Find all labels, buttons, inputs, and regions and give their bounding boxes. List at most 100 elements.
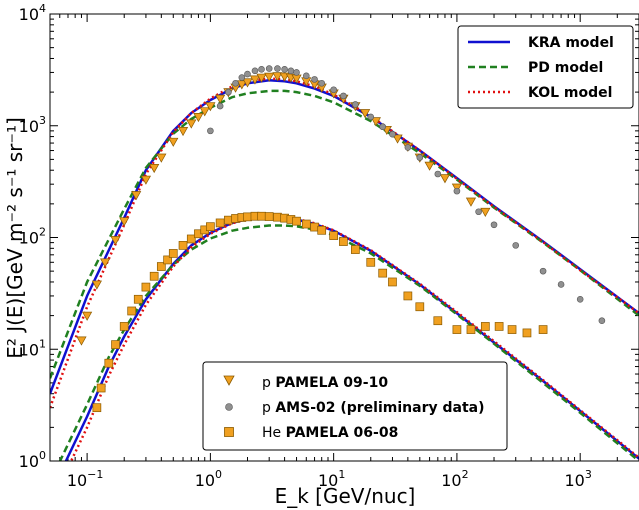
data-point-ams02 (251, 67, 259, 75)
data-point-pamela-he (366, 257, 376, 267)
data-point-pamela-p (249, 75, 261, 85)
legend-label-pamela-he: He PAMELA 06-08 (262, 425, 398, 441)
data-point-ams02 (330, 86, 337, 94)
data-point-ams02 (232, 79, 239, 87)
data-point-ams02 (207, 127, 214, 135)
data-point-pamela-p (149, 164, 160, 174)
data-point-pamela-he (317, 225, 327, 235)
data-point-ams02 (265, 65, 273, 72)
data-point-ams02 (302, 72, 310, 80)
model-legend: KRA model PD model KOL model (457, 25, 634, 109)
data-point-pamela-p (242, 78, 253, 88)
data-point-pamela-he (104, 358, 114, 368)
data-point-pamela-p (370, 117, 381, 127)
data-point-pamela-he (378, 268, 388, 278)
data-point-pamela-he (292, 216, 301, 226)
data-point-ams02 (367, 113, 375, 121)
legend-label-ams02: p AMS-02 (preliminary data) (262, 400, 485, 416)
data-point-pamela-he (127, 306, 137, 316)
legend-label-kol: KOL model (528, 85, 612, 101)
points-layer (76, 65, 606, 413)
data-point-pamela-p (177, 127, 189, 137)
x-tick-label: 10−1 (67, 468, 104, 490)
legend-label-pamela-p: p PAMELA 09-10 (262, 375, 388, 391)
data-point-pamela-he (301, 219, 311, 229)
data-point-ams02 (416, 154, 424, 161)
x-tick-label: 103 (565, 468, 592, 490)
data-point-ams02 (238, 74, 246, 81)
data-point-pamela-he (403, 291, 413, 301)
data-point-pamela-p (91, 280, 102, 290)
data-point-ams02 (404, 144, 412, 151)
data-point-ams02 (352, 101, 359, 108)
data-point-pamela-he (119, 322, 129, 331)
data-point-ams02 (379, 123, 387, 131)
data-point-ams02 (318, 79, 326, 87)
data-point-ams02 (598, 317, 606, 325)
data-legend: p PAMELA 09-10 p AMS-02 (preliminary dat… (202, 361, 508, 451)
data-point-ams02 (453, 187, 461, 195)
y-tick-label: 104 (19, 2, 46, 24)
data-point-pamela-he (243, 212, 252, 222)
legend-label-pd: PD model (528, 60, 603, 76)
data-point-ams02 (216, 102, 224, 110)
data-point-ams02 (244, 70, 251, 78)
data-point-pamela-p (119, 217, 130, 227)
data-point-pamela-he (257, 211, 266, 221)
data-point-pamela-he (111, 340, 120, 349)
data-point-pamela-he (415, 302, 425, 312)
data-point-ams02 (576, 295, 584, 303)
x-tick-label: 101 (318, 468, 345, 490)
x-tick-label: 102 (441, 468, 468, 490)
data-legend-box (202, 361, 508, 451)
data-point-pamela-he (494, 322, 504, 331)
data-point-pamela-he (186, 234, 196, 244)
data-point-pamela-p (168, 137, 179, 147)
data-point-pamela-he (264, 212, 274, 221)
data-point-ams02 (557, 281, 565, 288)
major-ticks (50, 13, 639, 462)
data-point-pamela-p (193, 113, 204, 123)
data-point-ams02 (311, 76, 318, 83)
data-point-pamela-p (272, 72, 283, 82)
data-point-pamela-he (149, 271, 159, 281)
data-point-pamela-he (466, 325, 476, 334)
data-point-pamela-he (329, 231, 338, 240)
data-point-ams02 (274, 65, 281, 72)
y-tick-label: 100 (19, 449, 46, 471)
data-point-pamela-he (163, 255, 172, 265)
data-point-ams02 (225, 88, 232, 96)
data-point-pamela-p (424, 161, 435, 171)
data-point-pamela-he (215, 218, 225, 228)
data-point-pamela-p (392, 134, 403, 144)
data-point-ams02 (389, 130, 396, 138)
data-point-ams02 (281, 65, 288, 73)
y-tick-label: 101 (19, 337, 46, 359)
data-point-pamela-p (439, 174, 451, 184)
minor-ticks (49, 14, 639, 461)
data-point-pamela-he (339, 237, 348, 246)
data-point-pamela-he (141, 282, 151, 292)
data-point-pamela-he (92, 403, 102, 413)
data-point-pamela-he (388, 277, 397, 287)
data-point-pamela-he (433, 316, 443, 326)
data-point-pamela-p (264, 72, 275, 82)
y-axis-label: E² J(E)[GeV m⁻² s⁻¹ sr⁻¹] (3, 117, 27, 359)
data-point-pamela-p (82, 311, 93, 321)
y-tick-label: 103 (19, 114, 46, 136)
data-point-pamela-p (256, 73, 267, 83)
data-point-pamela-p (205, 102, 216, 112)
data-point-pamela-he (538, 325, 548, 334)
data-point-pamela-p (186, 119, 197, 129)
x-tick-labels: 10−1 100 101 102 103 (67, 468, 592, 490)
data-point-pamela-he (96, 383, 106, 393)
legend-label-kra: KRA model (528, 35, 614, 51)
data-point-pamela-he (133, 294, 143, 304)
x-tick-label: 100 (195, 468, 222, 490)
data-point-pamela-p (110, 236, 121, 246)
data-point-pamela-he (156, 262, 166, 271)
data-point-pamela-p (215, 94, 226, 104)
data-point-ams02 (293, 69, 300, 76)
data-point-pamela-p (465, 197, 477, 207)
